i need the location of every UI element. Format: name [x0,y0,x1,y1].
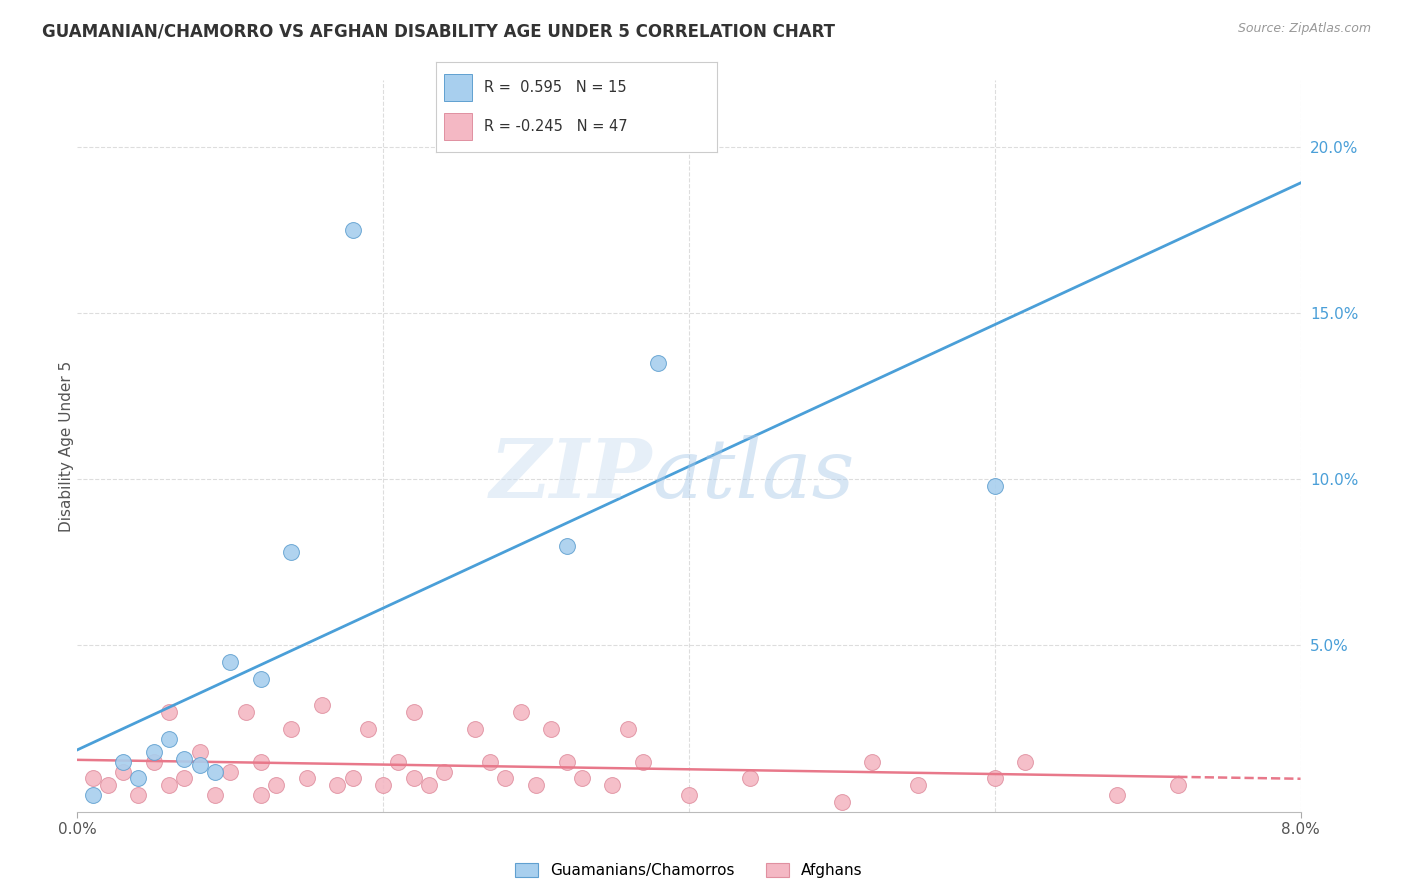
Point [280,545,302,559]
Point [631,755,654,769]
Point [204,764,226,779]
Text: ZIP: ZIP [489,435,652,516]
Point [188,758,211,772]
Text: R = -0.245   N = 47: R = -0.245 N = 47 [484,120,627,134]
Point [112,764,135,779]
Point [418,778,440,792]
Point [250,672,273,686]
Point [188,745,211,759]
Point [433,764,456,779]
Point [495,772,517,786]
Point [509,705,531,719]
Text: atlas: atlas [652,435,855,516]
Point [157,778,180,792]
Point [311,698,333,713]
Point [402,772,425,786]
Point [250,755,273,769]
Point [464,722,486,736]
Point [1167,778,1189,792]
Point [371,778,394,792]
Point [128,788,150,802]
Text: Source: ZipAtlas.com: Source: ZipAtlas.com [1237,22,1371,36]
Point [128,772,150,786]
Point [142,755,165,769]
Point [602,778,624,792]
Point [524,778,547,792]
Point [402,705,425,719]
Point [204,788,226,802]
Point [555,539,578,553]
Point [555,755,578,769]
Point [342,223,364,237]
Point [219,764,242,779]
Bar [444,74,472,101]
Point [357,722,380,736]
Point [907,778,929,792]
Point [173,772,195,786]
Point [571,772,593,786]
Point [1107,788,1129,802]
Point [540,722,562,736]
Point [235,705,257,719]
Point [984,772,1007,786]
Point [112,755,135,769]
Point [479,755,502,769]
Point [647,356,669,370]
Point [984,479,1007,493]
Point [295,772,318,786]
Point [1014,755,1036,769]
Point [326,778,349,792]
Point [82,772,104,786]
Text: GUAMANIAN/CHAMORRO VS AFGHAN DISABILITY AGE UNDER 5 CORRELATION CHART: GUAMANIAN/CHAMORRO VS AFGHAN DISABILITY … [42,22,835,40]
Point [157,731,180,746]
Point [173,751,195,765]
Y-axis label: Disability Age Under 5: Disability Age Under 5 [59,360,73,532]
Text: R =  0.595   N = 15: R = 0.595 N = 15 [484,80,626,95]
Point [862,755,884,769]
Point [219,655,242,669]
Point [250,788,273,802]
Point [678,788,700,802]
Point [280,722,302,736]
Point [264,778,287,792]
Point [82,788,104,802]
Point [342,772,364,786]
Point [740,772,762,786]
Bar [444,113,472,140]
Point [157,705,180,719]
Point [97,778,120,792]
Point [142,745,165,759]
Point [831,795,853,809]
Point [617,722,640,736]
Legend: Guamanians/Chamorros, Afghans: Guamanians/Chamorros, Afghans [509,857,869,885]
Point [387,755,409,769]
